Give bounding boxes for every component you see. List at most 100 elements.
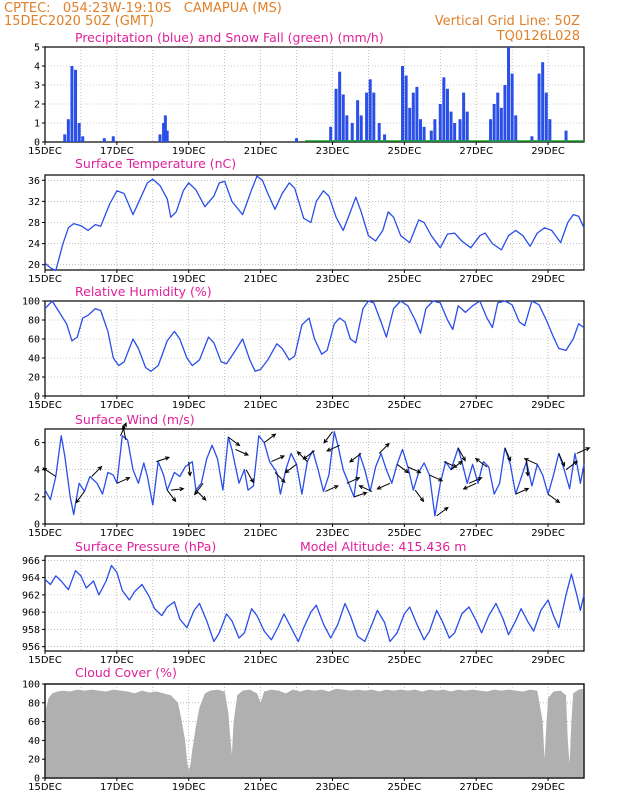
header-datetime: 15DEC2020 50Z (GMT)	[4, 14, 154, 29]
precip-bar	[66, 119, 70, 142]
x-tick-label: 21DEC	[244, 655, 278, 666]
series-line	[44, 175, 585, 272]
wind-vector	[323, 431, 333, 444]
precip-bar	[295, 138, 299, 142]
x-tick-label: 17DEC	[100, 528, 134, 539]
precip-bar	[422, 126, 426, 142]
wind-vector	[326, 444, 340, 452]
precip-bar	[359, 115, 363, 142]
y-tick-label: 100	[22, 297, 40, 308]
y-tick-label: 20	[28, 260, 40, 271]
precip-bar	[408, 107, 412, 142]
precip-bar	[438, 104, 442, 142]
precip-bar	[503, 85, 507, 142]
cloud-area	[45, 688, 584, 778]
x-tick-label: 19DEC	[172, 655, 206, 666]
y-tick-label: 40	[28, 736, 40, 747]
y-tick-label: 958	[22, 625, 40, 636]
panel-3: 0 20 40 60 80 100 15DEC 17DEC 19DEC 21DEC 23DEC 25D…	[22, 284, 585, 411]
wind-vector	[450, 460, 464, 471]
x-tick-label: 27DEC	[459, 655, 493, 666]
wind-vector	[396, 463, 410, 474]
precip-bar	[548, 119, 552, 142]
precip-bar	[514, 115, 518, 142]
plot-frame-top	[44, 683, 585, 779]
wind-vector	[358, 485, 373, 492]
wind-vector	[116, 477, 131, 484]
panel-title: Surface Wind (m/s)	[75, 412, 195, 427]
y-tick-label: 32	[28, 197, 40, 208]
precip-bar	[510, 73, 514, 142]
x-tick-label: 15DEC	[28, 782, 62, 793]
wind-vector	[91, 465, 103, 477]
wind-vector	[576, 447, 591, 454]
y-tick-label: 4	[34, 465, 40, 476]
series-line	[44, 300, 585, 372]
wind-vector	[429, 474, 444, 482]
wind-vector	[525, 461, 530, 477]
wind-vector	[263, 433, 277, 443]
precip-bar	[544, 92, 548, 142]
wind-vector	[235, 448, 250, 456]
precip-bar	[345, 115, 349, 142]
x-tick-label: 17DEC	[100, 274, 134, 285]
panel-title: Cloud Cover (%)	[75, 665, 177, 680]
x-tick-label: 23DEC	[316, 655, 350, 666]
panel-6: 0 20 40 60 80 100 15DEC 17DEC 19DEC 21DEC 23DEC 25D…	[22, 665, 585, 793]
wind-vector	[457, 447, 466, 462]
wind-vector	[228, 436, 241, 447]
precip-bar	[334, 88, 338, 142]
x-tick-label: 21DEC	[244, 528, 278, 539]
x-tick-label: 19DEC	[172, 400, 206, 411]
wind-vector	[414, 489, 425, 503]
x-tick-label: 17DEC	[100, 146, 134, 157]
header-location: CPTEC: 054:23W-19:10S CAMAPUA (MS)	[4, 1, 282, 16]
x-tick-label: 27DEC	[459, 528, 493, 539]
x-tick-label: 19DEC	[172, 528, 206, 539]
plot-frame	[44, 300, 585, 397]
precip-bar	[564, 130, 568, 142]
precip-bar	[158, 134, 162, 142]
wind-vector	[187, 461, 192, 477]
x-tick-label: 19DEC	[172, 782, 206, 793]
y-tick-label: 6	[34, 438, 40, 449]
y-tick-label: 0	[34, 392, 40, 403]
x-tick-label: 21DEC	[244, 274, 278, 285]
wind-vector	[378, 442, 390, 454]
wind-vector	[156, 456, 171, 463]
y-tick-label: 0	[34, 520, 40, 531]
y-tick-label: 3	[34, 81, 40, 92]
wind-vector	[346, 477, 361, 484]
wind-vector	[468, 477, 483, 484]
precip-bar	[465, 111, 469, 142]
x-tick-label: 25DEC	[387, 400, 421, 411]
precip-bar	[462, 92, 466, 142]
y-tick-label: 20	[28, 755, 40, 766]
precip-bar	[111, 136, 115, 142]
panel-annotation: Model Altitude: 415.436 m	[300, 539, 466, 554]
wind-vector	[271, 455, 286, 463]
precip-bar	[356, 100, 360, 142]
wind-vector	[284, 463, 297, 474]
precip-bar	[338, 71, 342, 142]
wind-vector	[353, 491, 368, 498]
precip-bar	[541, 62, 545, 143]
wind-vector	[195, 489, 207, 501]
y-tick-label: 4	[34, 62, 40, 73]
series-line	[44, 564, 585, 643]
x-tick-label: 29DEC	[531, 782, 565, 793]
wind-vector	[166, 489, 177, 503]
panel-5: 956 958 960 962 964 966 15DEC 17DEC 19DEC 21DEC 23…	[22, 539, 585, 666]
precip-bar	[411, 92, 415, 142]
x-tick-label: 23DEC	[316, 274, 350, 285]
precip-bar	[499, 107, 503, 142]
precip-bar	[415, 86, 419, 142]
wind-vector	[170, 486, 185, 492]
x-tick-label: 29DEC	[531, 274, 565, 285]
precip-bar	[419, 119, 423, 142]
wind-vector	[245, 469, 254, 484]
x-tick-label: 23DEC	[316, 400, 350, 411]
x-tick-label: 17DEC	[100, 400, 134, 411]
panel-2: 20 24 28 32 36 15DEC 17DEC 19DEC 21DEC 23DEC 25DEC…	[28, 156, 585, 285]
x-tick-label: 29DEC	[531, 146, 565, 157]
